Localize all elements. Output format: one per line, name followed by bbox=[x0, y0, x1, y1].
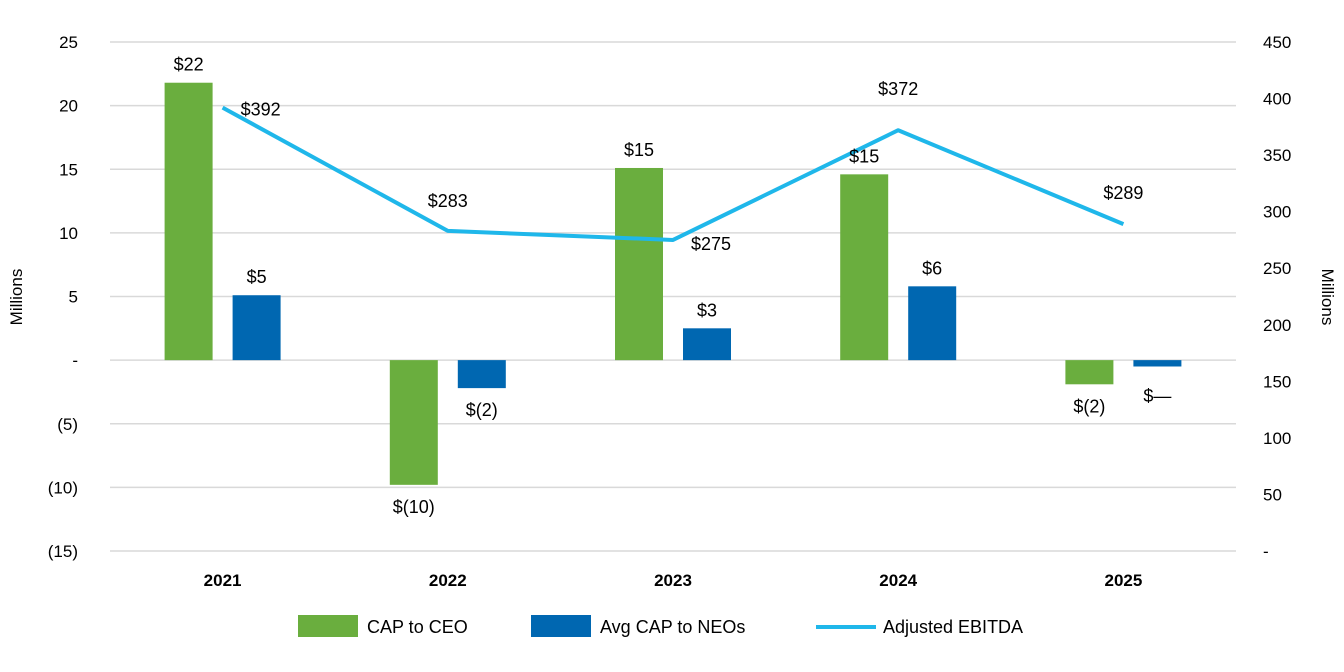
legend-label: Avg CAP to NEOs bbox=[600, 617, 745, 637]
ceo-bar-label: $(10) bbox=[393, 497, 435, 517]
left-tick-label: (10) bbox=[48, 478, 78, 497]
right-tick-label: 300 bbox=[1263, 203, 1291, 222]
legend-label: Adjusted EBITDA bbox=[883, 617, 1023, 637]
right-tick-label: 150 bbox=[1263, 372, 1291, 391]
left-tick-label: 20 bbox=[59, 97, 78, 116]
right-tick-label: - bbox=[1263, 542, 1269, 561]
neo-bar bbox=[1133, 360, 1182, 367]
neo-bar bbox=[457, 360, 506, 389]
category-axis: 2021 2022 2023 2024 2025 bbox=[204, 571, 1143, 590]
ebitda-point-label: $283 bbox=[428, 191, 468, 211]
category-label: 2021 bbox=[204, 571, 242, 590]
ebitda-point-label: $289 bbox=[1103, 183, 1143, 203]
neo-bar-label: $— bbox=[1143, 386, 1171, 406]
left-axis: 25 20 15 10 5 - (5) (10) (15) bbox=[48, 33, 78, 561]
ebitda-line bbox=[221, 105, 1125, 242]
ceo-bar bbox=[389, 360, 438, 485]
ceo-bar-label: $22 bbox=[174, 55, 204, 75]
data-labels: $22 $(10) $15 $15 $(2) $5 $(2) $3 $6 $— $392 $283 $2… bbox=[174, 55, 1172, 517]
bars bbox=[164, 82, 1182, 485]
legend-swatch bbox=[531, 615, 591, 637]
category-label: 2024 bbox=[879, 571, 917, 590]
ebitda-point-label: $275 bbox=[691, 234, 731, 254]
ceo-bar-label: $15 bbox=[624, 140, 654, 160]
right-tick-label: 250 bbox=[1263, 259, 1291, 278]
neo-bar bbox=[232, 295, 281, 361]
right-axis-title: Millions bbox=[1318, 269, 1337, 326]
left-tick-label: (5) bbox=[57, 415, 78, 434]
category-label: 2022 bbox=[429, 571, 467, 590]
neo-bar-label: $6 bbox=[922, 258, 942, 278]
left-tick-label: 5 bbox=[69, 288, 78, 307]
category-label: 2023 bbox=[654, 571, 692, 590]
right-tick-label: 100 bbox=[1263, 429, 1291, 448]
legend-swatch bbox=[298, 615, 358, 637]
right-tick-label: 200 bbox=[1263, 316, 1291, 335]
ebitda-point-label: $392 bbox=[241, 100, 281, 120]
ceo-bar-label: $(2) bbox=[1073, 396, 1105, 416]
right-axis: 450 400 350 300 250 200 150 100 50 - bbox=[1263, 33, 1291, 561]
left-tick-label: 15 bbox=[59, 160, 78, 179]
ebitda-point-label: $372 bbox=[878, 79, 918, 99]
neo-bar bbox=[683, 328, 731, 361]
legend-label: CAP to CEO bbox=[367, 617, 468, 637]
right-tick-label: 50 bbox=[1263, 485, 1282, 504]
ceo-bar-label: $15 bbox=[849, 146, 879, 166]
left-tick-label: (15) bbox=[48, 542, 78, 561]
neo-bar-label: $(2) bbox=[466, 400, 498, 420]
ceo-bar bbox=[840, 174, 889, 361]
legend: CAP to CEO Avg CAP to NEOs Adjusted EBITDA bbox=[298, 615, 1023, 637]
left-axis-title: Millions bbox=[7, 269, 26, 326]
neo-bar bbox=[908, 286, 957, 361]
ceo-bar bbox=[615, 167, 663, 361]
left-tick-label: 25 bbox=[59, 33, 78, 52]
category-label: 2025 bbox=[1104, 571, 1142, 590]
gridlines bbox=[110, 41, 1236, 552]
right-tick-label: 450 bbox=[1263, 33, 1291, 52]
right-tick-label: 350 bbox=[1263, 146, 1291, 165]
ceo-bar bbox=[1065, 360, 1114, 385]
ebitda-line-group bbox=[221, 105, 1125, 242]
ceo-bar bbox=[164, 82, 213, 361]
right-tick-label: 400 bbox=[1263, 90, 1291, 109]
neo-bar-label: $5 bbox=[247, 267, 267, 287]
left-tick-label: 10 bbox=[59, 224, 78, 243]
left-tick-label: - bbox=[72, 351, 78, 370]
neo-bar-label: $3 bbox=[697, 300, 717, 320]
